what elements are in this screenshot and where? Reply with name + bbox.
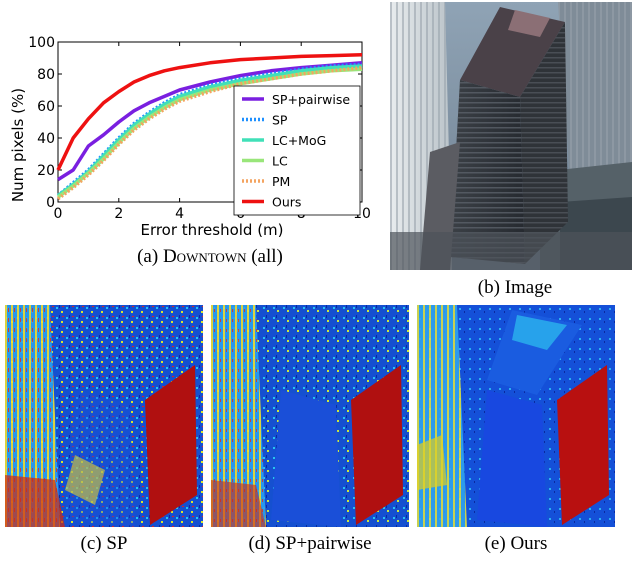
- y-tick-label: 100: [28, 35, 55, 51]
- error-map-sp-pairwise: [211, 305, 409, 527]
- y-axis-label: Num pixels (%): [9, 88, 27, 202]
- error-map-sp: [5, 305, 203, 527]
- y-tick-label: 80: [37, 67, 55, 83]
- y-tick-label: 0: [46, 195, 55, 211]
- legend-box: [233, 85, 361, 216]
- figure-a-chart: 0246810020406080100 SP+pairwiseSPLC+MoGL…: [0, 30, 376, 248]
- caption-b: (b) Image: [477, 277, 553, 298]
- y-tick-label: 40: [37, 131, 55, 147]
- x-tick-label: 4: [175, 206, 184, 222]
- legend-label: LC+MoG: [272, 133, 326, 148]
- legend-label: SP: [272, 113, 288, 128]
- legend-label: SP+pairwise: [272, 92, 350, 107]
- series-line-ours: [56, 53, 363, 171]
- caption-a: (a) Downtown (all): [137, 246, 283, 267]
- legend-label: PM: [272, 174, 290, 189]
- x-tick-label: 2: [114, 206, 123, 222]
- plot-area: [57, 41, 363, 203]
- error-map-ours: [417, 305, 615, 527]
- series-line-sp-pairwise: [57, 61, 363, 182]
- chart-svg: 0246810020406080100 SP+pairwiseSPLC+MoGL…: [9, 35, 371, 239]
- y-tick-label: 60: [37, 99, 55, 115]
- series-line-pm: [56, 65, 363, 201]
- x-tick-label: 0: [54, 206, 63, 222]
- legend-label: Ours: [272, 195, 301, 210]
- caption-e: (e) Ours: [484, 533, 548, 554]
- caption-d: (d) SP+pairwise: [248, 533, 372, 554]
- caption-c: (c) SP: [80, 533, 128, 554]
- building-image: [390, 2, 632, 270]
- y-tick-label: 20: [37, 163, 55, 179]
- legend-label: LC: [272, 154, 288, 169]
- x-axis-label: Error threshold (m): [140, 221, 283, 239]
